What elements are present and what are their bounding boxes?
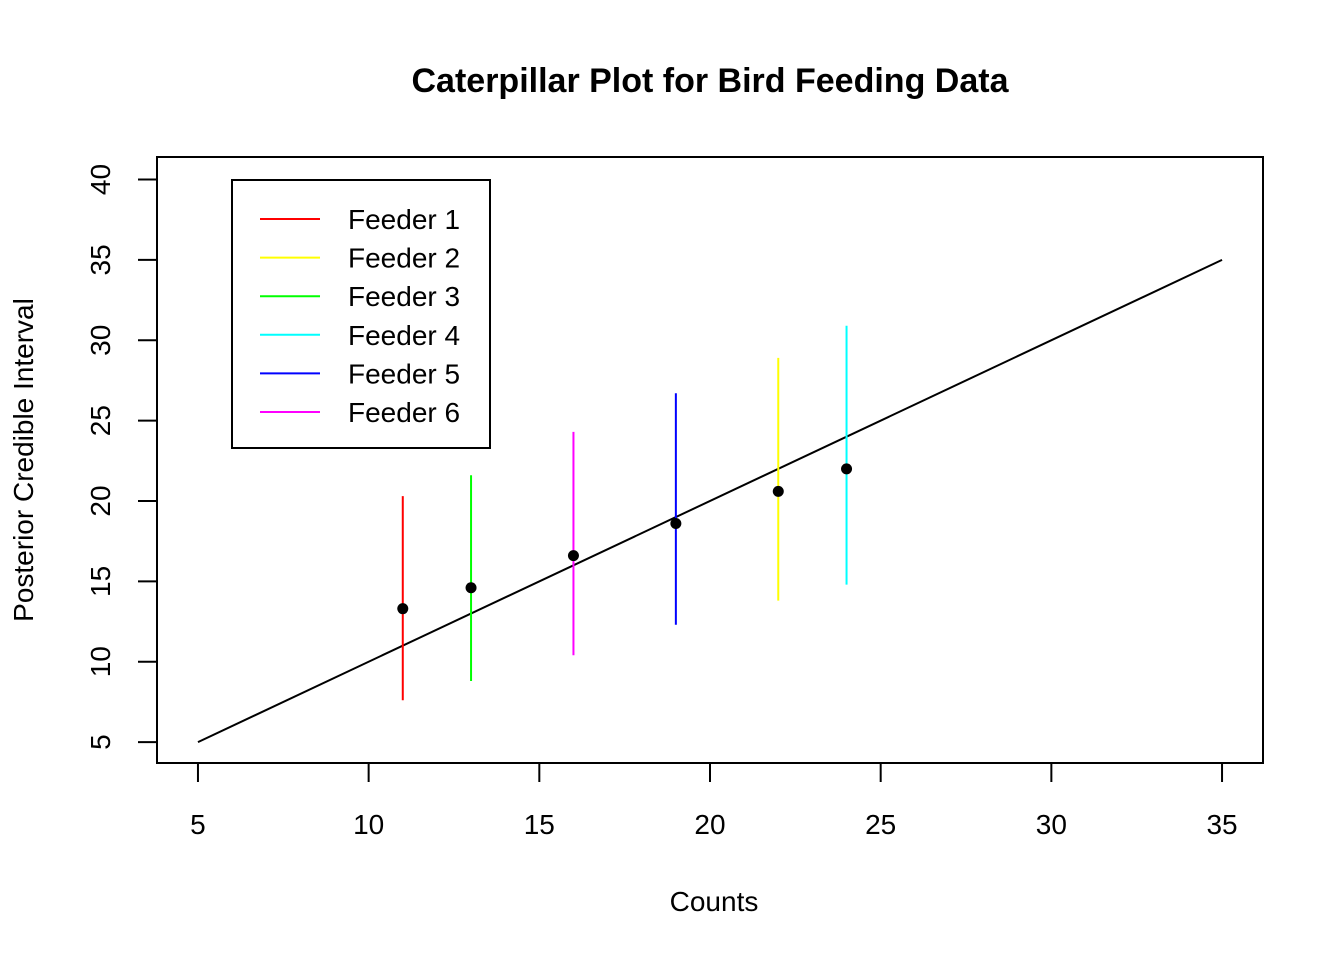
legend-box xyxy=(231,179,491,449)
posterior-mean-point-4 xyxy=(841,463,853,475)
legend-label-1: Feeder 1 xyxy=(348,204,460,235)
point-layer xyxy=(397,463,853,615)
legend-label-4: Feeder 4 xyxy=(348,320,460,351)
legend: Feeder 1 Feeder 2 Feeder 3 Feeder 4 Feeder 5… xyxy=(231,179,491,449)
x-tick-label: 10 xyxy=(353,809,384,840)
y-axis-label: Posterior Credible Interval xyxy=(8,298,39,622)
y-tick-label: 30 xyxy=(85,325,116,356)
x-tick-label: 25 xyxy=(865,809,896,840)
y-tick-label: 15 xyxy=(85,566,116,597)
posterior-mean-point-2 xyxy=(772,485,784,497)
reference-line-layer xyxy=(197,258,1223,744)
y-axis: 5 10 15 20 25 30 35 40 xyxy=(85,164,158,750)
posterior-mean-point-1 xyxy=(397,603,409,615)
interval-layer xyxy=(401,325,848,701)
x-axis-label: Counts xyxy=(670,886,759,917)
x-tick-label: 30 xyxy=(1036,809,1067,840)
legend-label-3: Feeder 3 xyxy=(348,281,460,312)
reference-line xyxy=(197,258,1223,744)
posterior-mean-point-6 xyxy=(567,550,579,562)
posterior-mean-point-3 xyxy=(465,582,477,594)
y-tick-label: 5 xyxy=(85,734,116,750)
x-tick-label: 20 xyxy=(694,809,725,840)
posterior-mean-point-5 xyxy=(670,517,682,529)
legend-label-2: Feeder 2 xyxy=(348,243,460,274)
x-tick-label: 35 xyxy=(1206,809,1237,840)
legend-label-5: Feeder 5 xyxy=(348,358,460,389)
x-axis: 5 10 15 20 25 30 35 xyxy=(190,762,1238,840)
y-tick-label: 35 xyxy=(85,244,116,275)
y-tick-label: 10 xyxy=(85,646,116,677)
x-tick-label: 15 xyxy=(524,809,555,840)
chart-title: Caterpillar Plot for Bird Feeding Data xyxy=(412,62,1010,100)
legend-label-6: Feeder 6 xyxy=(348,397,460,428)
y-tick-label: 40 xyxy=(85,164,116,195)
y-tick-label: 20 xyxy=(85,485,116,516)
x-tick-label: 5 xyxy=(190,809,206,840)
y-tick-label: 25 xyxy=(85,405,116,436)
